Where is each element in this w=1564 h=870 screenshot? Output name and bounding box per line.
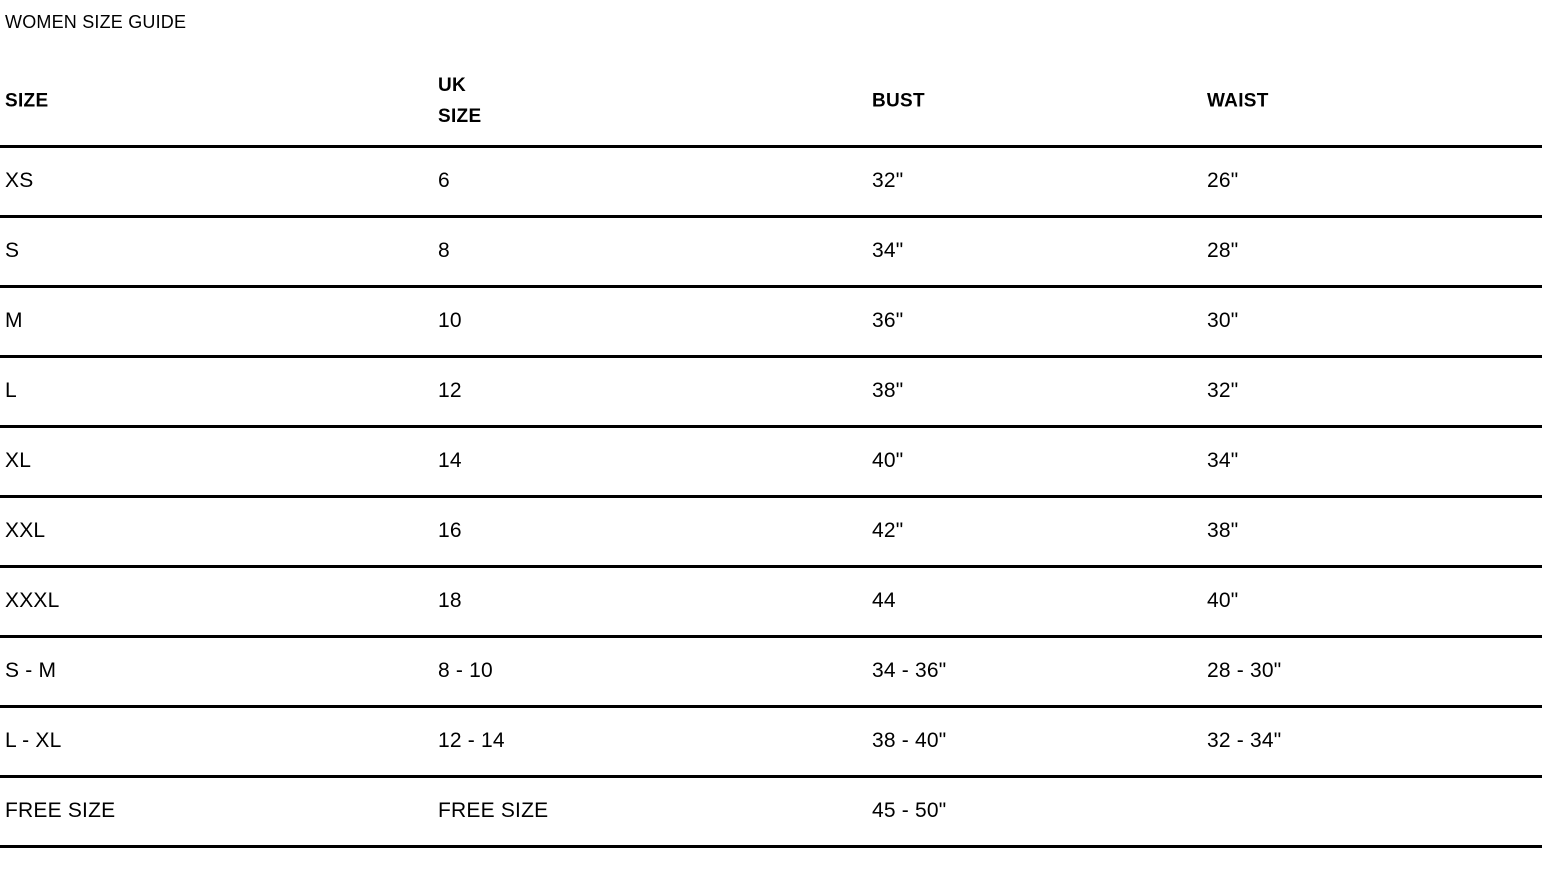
cell-bust: 38 - 40" xyxy=(872,729,947,752)
cell-bust: 40" xyxy=(872,449,904,472)
cell-size: M xyxy=(5,309,23,332)
cell-waist: 32" xyxy=(1207,379,1239,402)
cell-size: XS xyxy=(5,169,34,192)
cell-bust: 38" xyxy=(872,379,904,402)
table-body: XS 6 32" 26" S 8 34" 28" xyxy=(0,146,1542,848)
cell-bust: 45 - 50" xyxy=(872,799,947,822)
table-row: S 8 34" 28" xyxy=(0,216,1542,288)
cell-size: FREE SIZE xyxy=(5,799,116,822)
table-row: FREE SIZE FREE SIZE 45 - 50" xyxy=(0,776,1542,848)
column-header-uk-size-label-line2: SIZE xyxy=(438,106,482,128)
cell-waist: 28 - 30" xyxy=(1207,659,1282,682)
cell-bust: 42" xyxy=(872,519,904,542)
column-header-uk-size-label-line1: UK xyxy=(438,75,467,97)
cell-uk: 12 - 14 xyxy=(438,729,505,752)
cell-bust: 34" xyxy=(872,239,904,262)
table-header-row: SIZE UK SIZE BUST xyxy=(0,60,1542,148)
cell-waist: 38" xyxy=(1207,519,1239,542)
cell-uk: 16 xyxy=(438,519,462,542)
table-row: L - XL 12 - 14 38 - 40" 32 - 34" xyxy=(0,706,1542,778)
table-row: XL 14 40" 34" xyxy=(0,426,1542,498)
page-title: WOMEN SIZE GUIDE xyxy=(5,12,187,32)
cell-size: XXL xyxy=(5,519,46,542)
cell-uk: 18 xyxy=(438,589,462,612)
cell-waist: 40" xyxy=(1207,589,1239,612)
cell-size: XL xyxy=(5,449,32,472)
cell-bust: 44 xyxy=(872,589,896,612)
cell-bust: 34 - 36" xyxy=(872,659,947,682)
table-row: S - M 8 - 10 34 - 36" 28 - 30" xyxy=(0,636,1542,708)
cell-bust: 36" xyxy=(872,309,904,332)
cell-size: L xyxy=(5,379,17,402)
cell-waist: 28" xyxy=(1207,239,1239,262)
cell-uk: 14 xyxy=(438,449,462,472)
column-header-waist: WAIST xyxy=(1207,87,1269,118)
cell-size: S xyxy=(5,239,20,262)
column-header-bust: BUST xyxy=(872,87,925,118)
cell-size: S - M xyxy=(5,659,57,682)
cell-uk: 6 xyxy=(438,169,450,192)
column-header-size-label: SIZE xyxy=(5,90,49,112)
column-header-bust-label: BUST xyxy=(872,90,925,112)
table-row: XS 6 32" 26" xyxy=(0,146,1542,218)
cell-waist: 26" xyxy=(1207,169,1239,192)
size-guide-table: SIZE UK SIZE BUST xyxy=(0,60,1542,848)
cell-uk: 8 xyxy=(438,239,450,262)
cell-waist: 32 - 34" xyxy=(1207,729,1282,752)
cell-size: XXXL xyxy=(5,589,60,612)
cell-uk: 10 xyxy=(438,309,462,332)
table-row: XXL 16 42" 38" xyxy=(0,496,1542,568)
column-header-waist-label: WAIST xyxy=(1207,90,1269,112)
cell-bust: 32" xyxy=(872,169,904,192)
column-header-uk-size: UK SIZE xyxy=(438,71,481,133)
table-row: XXXL 18 44 40" xyxy=(0,566,1542,638)
cell-waist: 30" xyxy=(1207,309,1239,332)
cell-waist: 34" xyxy=(1207,449,1239,472)
cell-uk: 12 xyxy=(438,379,462,402)
cell-size: L - XL xyxy=(5,729,62,752)
cell-uk: FREE SIZE xyxy=(438,799,549,822)
table-row: M 10 36" 30" xyxy=(0,286,1542,358)
column-header-size: SIZE xyxy=(5,87,48,118)
cell-uk: 8 - 10 xyxy=(438,659,493,682)
table-row: L 12 38" 32" xyxy=(0,356,1542,428)
table-header: SIZE UK SIZE BUST xyxy=(0,60,1542,148)
